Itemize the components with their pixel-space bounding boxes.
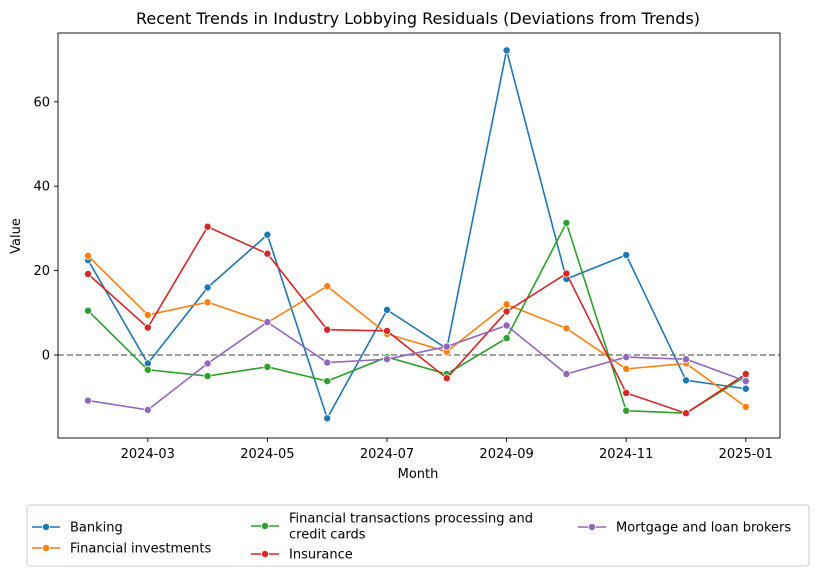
data-point — [323, 377, 332, 386]
x-tick-label: 2025-01 — [719, 447, 773, 462]
data-point — [622, 406, 631, 415]
x-tick-label: 2024-09 — [479, 447, 533, 462]
plot-area: 2024-03 2024-05 2024-07 2024-09 2024-11 2025-… — [33, 32, 781, 462]
legend-label: Financial transactions processing and — [289, 512, 533, 527]
data-point — [562, 269, 571, 278]
data-point — [382, 326, 391, 335]
data-point — [562, 218, 571, 227]
legend-marker — [588, 523, 597, 532]
data-point — [502, 300, 511, 309]
legend-marker — [260, 522, 269, 531]
data-point — [562, 369, 571, 378]
y-tick-label: 0 — [42, 349, 50, 364]
series-line-0 — [87, 50, 746, 421]
data-point — [203, 372, 212, 381]
data-point — [203, 359, 212, 368]
data-point — [263, 318, 272, 327]
legend-frame — [26, 504, 810, 567]
data-point — [84, 269, 93, 278]
legend: Banking Financial investments Financial tr… — [26, 504, 810, 567]
data-point — [562, 324, 571, 333]
data-point — [442, 342, 451, 351]
data-point — [682, 355, 691, 364]
x-tick-label: 2024-11 — [599, 447, 653, 462]
data-point — [203, 222, 212, 231]
legend-label: Banking — [70, 521, 123, 536]
data-point — [84, 251, 93, 260]
legend-marker — [260, 550, 269, 559]
series-line-2 — [87, 220, 747, 415]
data-point — [143, 365, 152, 374]
x-tick-label: 2024-05 — [240, 447, 294, 462]
data-point — [741, 377, 750, 386]
data-point — [502, 46, 511, 55]
data-point — [323, 325, 332, 334]
data-point — [682, 409, 691, 418]
data-point — [622, 364, 631, 373]
data-point — [203, 283, 212, 292]
data-point — [263, 249, 272, 258]
data-point — [84, 306, 93, 315]
legend-marker — [42, 544, 51, 553]
data-point — [502, 307, 511, 316]
data-point — [143, 405, 152, 414]
data-point — [323, 282, 332, 291]
data-point — [502, 321, 511, 330]
data-point — [622, 250, 631, 259]
legend-label: Financial investments — [70, 542, 211, 557]
x-tick-label: 2024-07 — [360, 447, 414, 462]
data-point — [442, 374, 451, 383]
data-point — [84, 396, 93, 405]
legend-label: Mortgage and loan brokers — [616, 521, 791, 536]
data-point — [323, 358, 332, 367]
data-point — [741, 369, 750, 378]
data-point — [682, 376, 691, 385]
legend-label: credit cards — [289, 528, 366, 543]
y-axis-label: Value — [9, 218, 24, 254]
data-point — [741, 402, 750, 411]
y-tick-label: 40 — [33, 180, 50, 195]
plot-frame — [57, 32, 781, 439]
chart-title: Recent Trends in Industry Lobbying Resid… — [136, 9, 700, 28]
data-point — [382, 305, 391, 314]
data-point — [741, 384, 750, 393]
x-tick-label: 2024-03 — [121, 447, 175, 462]
data-point — [143, 323, 152, 332]
legend-label: Insurance — [289, 548, 353, 563]
x-axis-label: Month — [398, 467, 439, 482]
data-point — [382, 355, 391, 364]
legend-marker — [42, 523, 51, 532]
series-line-1 — [87, 255, 747, 408]
data-point — [622, 353, 631, 362]
data-point — [203, 298, 212, 307]
series-line-3 — [87, 225, 747, 415]
data-point — [323, 414, 332, 423]
y-tick-label: 60 — [33, 95, 50, 110]
data-point — [143, 310, 152, 319]
data-point — [622, 388, 631, 397]
data-point — [502, 334, 511, 343]
data-point — [263, 230, 272, 239]
y-tick-label: 20 — [33, 264, 50, 279]
series-line-4 — [87, 321, 747, 411]
data-point — [263, 362, 272, 371]
